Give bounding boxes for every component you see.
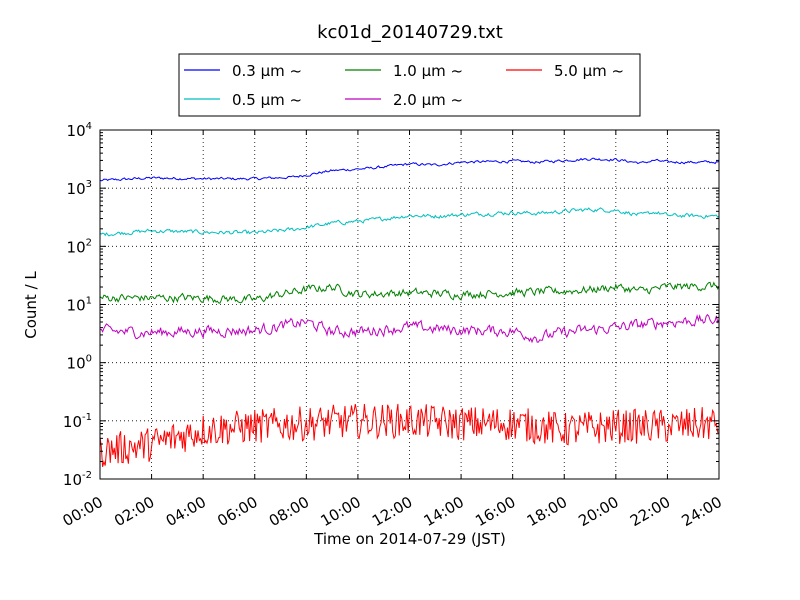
legend-label: 0.3 μm ~: [232, 62, 302, 80]
legend-label: 1.0 μm ~: [393, 62, 463, 80]
x-axis-label: Time on 2014-07-29 (JST): [313, 530, 506, 548]
x-tick-label: 06:00: [214, 493, 260, 530]
x-tick-label: 04:00: [163, 493, 209, 530]
ticks: [99, 129, 720, 480]
x-tick-label: 00:00: [60, 493, 106, 530]
legend: 0.3 μm ~ 0.5 μm ~ 1.0 μm ~ 2.0 μm ~ 5.0 μm ~: [178, 53, 641, 117]
legend-box: [178, 53, 641, 117]
y-tick-label: 104: [67, 121, 92, 140]
y-tick-label: 10-2: [63, 470, 92, 489]
x-tick-label: 10:00: [317, 493, 363, 530]
y-tick-labels: 10-2 10-1 100 101 102 103 104: [63, 121, 92, 489]
series-line: [99, 207, 720, 237]
y-tick-label: 102: [67, 237, 92, 256]
y-tick-label: 10-1: [63, 412, 92, 431]
series-line: [99, 403, 720, 468]
chart-title: kc01d_20140729.txt: [317, 22, 503, 43]
legend-label: 2.0 μm ~: [393, 91, 463, 109]
y-axis-label: Count / L: [22, 271, 40, 339]
series-lines: [99, 157, 720, 468]
x-tick-label: 24:00: [679, 493, 725, 530]
plot-area: [99, 129, 720, 480]
x-tick-label: 22:00: [627, 493, 673, 530]
legend-label: 5.0 μm ~: [554, 62, 624, 80]
legend-label: 0.5 μm ~: [232, 91, 302, 109]
y-tick-label: 100: [67, 354, 92, 373]
x-tick-label: 14:00: [421, 493, 467, 530]
series-line: [99, 313, 720, 344]
x-tick-label: 08:00: [266, 493, 312, 530]
x-tick-labels: 00:00 02:00 04:00 06:00 08:00 10:00 12:00 14:00…: [60, 493, 725, 530]
series-line: [99, 281, 720, 304]
y-tick-label: 103: [67, 179, 92, 198]
x-tick-label: 12:00: [369, 493, 415, 530]
x-tick-label: 20:00: [575, 493, 621, 530]
x-tick-label: 18:00: [524, 493, 570, 530]
x-tick-label: 16:00: [472, 493, 518, 530]
y-tick-label: 101: [67, 296, 92, 315]
series-line: [99, 157, 720, 182]
x-tick-label: 02:00: [111, 493, 157, 530]
